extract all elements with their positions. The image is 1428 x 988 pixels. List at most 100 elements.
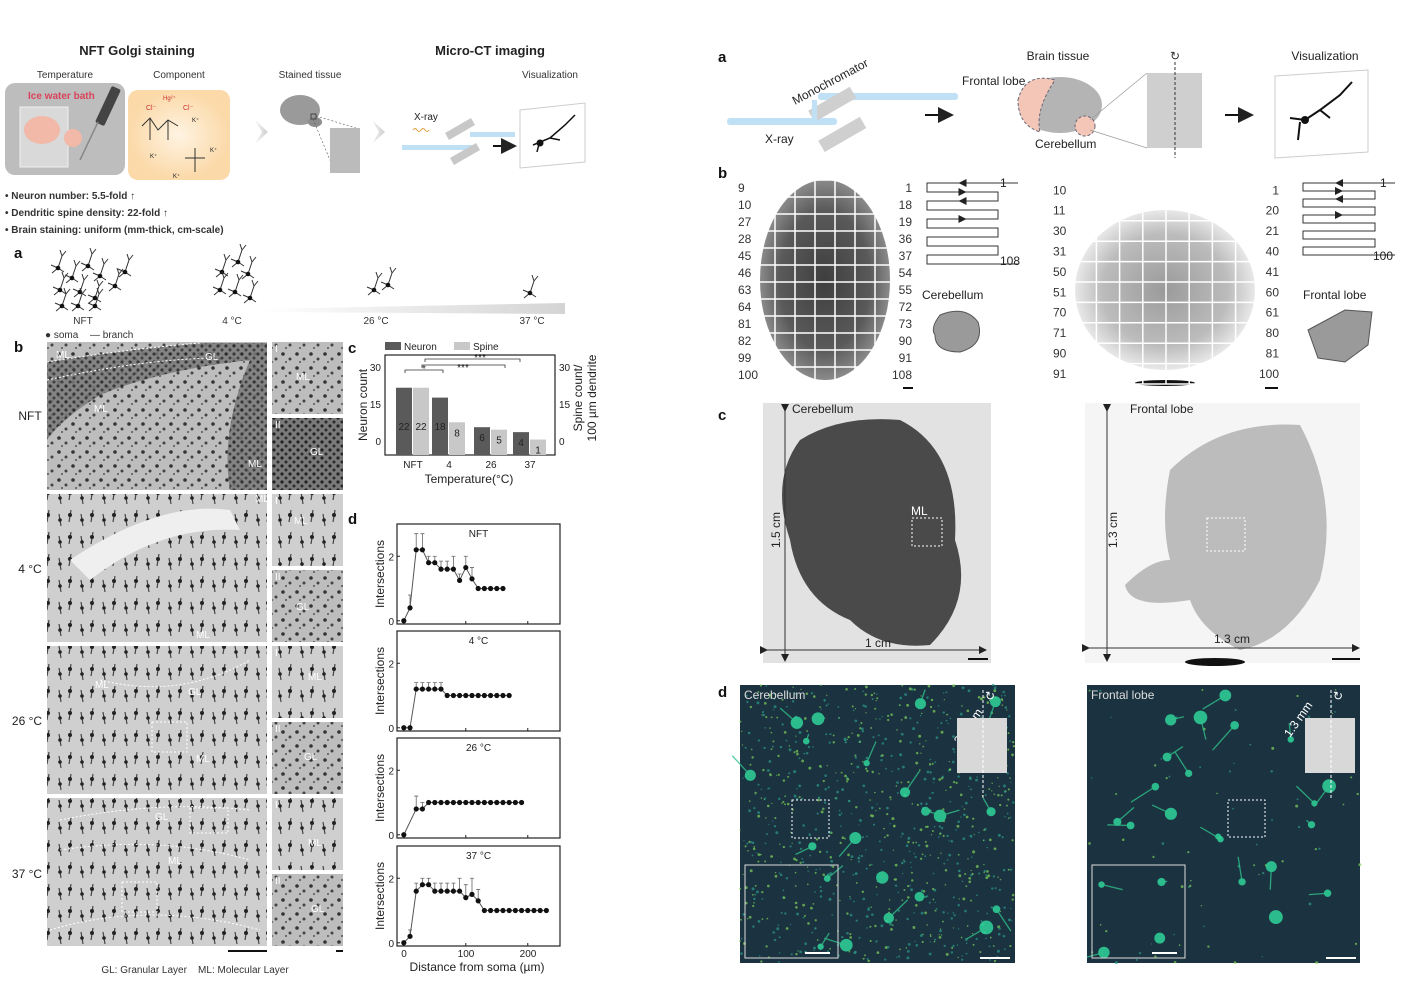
- legend-swatch-neuron: [385, 342, 401, 350]
- cerebellum-shape-icon: [932, 310, 980, 353]
- sholl-title: NFT: [469, 529, 488, 540]
- chem-k-4: K⁺: [173, 173, 180, 180]
- data-point: [525, 907, 531, 914]
- panel-label-b-right: b: [718, 165, 727, 182]
- bar-data-label: 22: [398, 422, 410, 433]
- data-point: [407, 605, 413, 611]
- tile-number: 28: [738, 232, 752, 246]
- data-point: [456, 888, 463, 894]
- tile-number: 71: [1053, 326, 1067, 340]
- plot-frame: [396, 845, 561, 947]
- tile-number: 91: [1053, 367, 1067, 381]
- data-point: [401, 940, 407, 946]
- data-point: [500, 585, 506, 592]
- roi-label-ml: ML: [911, 504, 928, 518]
- micrograph-26c: ML GL ML ML GL I II: [47, 646, 343, 794]
- ice-water-bath-label: Ice water bath: [28, 91, 95, 102]
- data-point: [487, 585, 494, 592]
- data-point: [543, 907, 549, 914]
- chem-k-2: K⁺: [210, 147, 217, 154]
- visualization-illustration: Visualization: [1274, 49, 1369, 159]
- sholl-line: [403, 884, 547, 944]
- neuron-glyph: [87, 287, 104, 312]
- data-point: [438, 686, 444, 692]
- tile-number: 19: [899, 215, 913, 229]
- data-point: [531, 907, 537, 914]
- label-visualization: Visualization: [522, 70, 578, 81]
- layer-label-ml: ML: [255, 494, 269, 505]
- tile-number: 108: [892, 368, 912, 382]
- neuron-glyph: [52, 271, 69, 296]
- data-point: [456, 692, 463, 699]
- direction-arrow-icon: [958, 179, 967, 187]
- cerebellum-label: Cerebellum: [922, 288, 983, 302]
- width-label: 1.3 cm: [1214, 632, 1250, 646]
- row-label-37c: 37 °C: [12, 867, 42, 881]
- data-point: [487, 799, 494, 806]
- volume-cube-icon: [1305, 718, 1355, 773]
- tile-number: 60: [1266, 285, 1280, 299]
- bar-data-label: 8: [454, 428, 460, 439]
- data-point: [500, 692, 506, 699]
- direction-arrow-icon: [958, 188, 967, 196]
- x-tick-label: NFT: [403, 460, 422, 471]
- sholl-line: [403, 688, 510, 729]
- tile-number: 99: [738, 351, 752, 365]
- panel-label-d-left: d: [348, 511, 357, 528]
- neuron-glyph: [366, 271, 383, 296]
- brain-tissue-illustration: Brain tissue Frontal lobe Cerebellum ↻: [962, 49, 1202, 158]
- bar-spine: [530, 439, 546, 455]
- xray-label: X-ray: [414, 112, 438, 123]
- data-point: [487, 692, 494, 699]
- tile-number: 80: [1266, 326, 1280, 340]
- data-point: [500, 799, 506, 806]
- y-tick-label: 2: [388, 766, 394, 777]
- sholl-plot: 0 2 4 °C Intersections: [373, 630, 561, 735]
- data-point: [469, 799, 475, 806]
- neuron-glyph: [107, 267, 124, 292]
- frontal-lobe-scan-path: [1302, 179, 1395, 256]
- data-point: [432, 799, 438, 806]
- inset-number-1: I: [275, 344, 278, 355]
- inset-number-1: I: [275, 648, 278, 659]
- tile-number: 70: [1053, 306, 1067, 320]
- condition-26c: 26 °C: [363, 316, 388, 327]
- tile-number: 11: [1053, 204, 1066, 218]
- inset-label-gl: GL: [304, 752, 318, 763]
- chem-cl-1: Cl⁻: [146, 105, 157, 112]
- tile-number: 27: [738, 215, 752, 229]
- layer-label-ml: ML: [248, 459, 262, 470]
- data-point: [444, 692, 450, 699]
- data-point: [444, 799, 450, 806]
- neuron-glyph: [87, 279, 104, 304]
- tile-number: 50: [1053, 265, 1067, 279]
- label-temperature: Temperature: [37, 70, 94, 81]
- xray-label: X-ray: [765, 132, 794, 146]
- frontal-lobe-label: Frontal lobe: [1091, 688, 1155, 702]
- condition-37c: 37 °C: [519, 316, 544, 327]
- data-point: [426, 799, 432, 806]
- tile-number: 37: [899, 249, 913, 263]
- micro-ct-illustration: X-ray: [402, 102, 586, 169]
- data-point: [419, 686, 426, 692]
- condition-4c: 4 °C: [222, 316, 242, 327]
- plot-frame: [384, 354, 556, 456]
- title-micro-ct-imaging: Micro-CT imaging: [435, 43, 545, 58]
- bar-data-label: 22: [415, 422, 427, 433]
- cerebellum-label: Cerebellum: [792, 402, 853, 416]
- data-point: [413, 547, 419, 553]
- data-point: [512, 907, 518, 914]
- data-point: [494, 585, 500, 592]
- legend-spine: Spine: [473, 342, 499, 353]
- plot-frame: [396, 630, 561, 732]
- data-point: [518, 799, 525, 806]
- inset-label-ml: ML: [296, 372, 310, 383]
- tile-number: 10: [1053, 183, 1067, 197]
- data-point: [512, 799, 518, 806]
- data-point: [419, 806, 426, 812]
- data-point: [450, 566, 456, 572]
- data-point: [401, 618, 407, 624]
- data-point: [432, 560, 438, 566]
